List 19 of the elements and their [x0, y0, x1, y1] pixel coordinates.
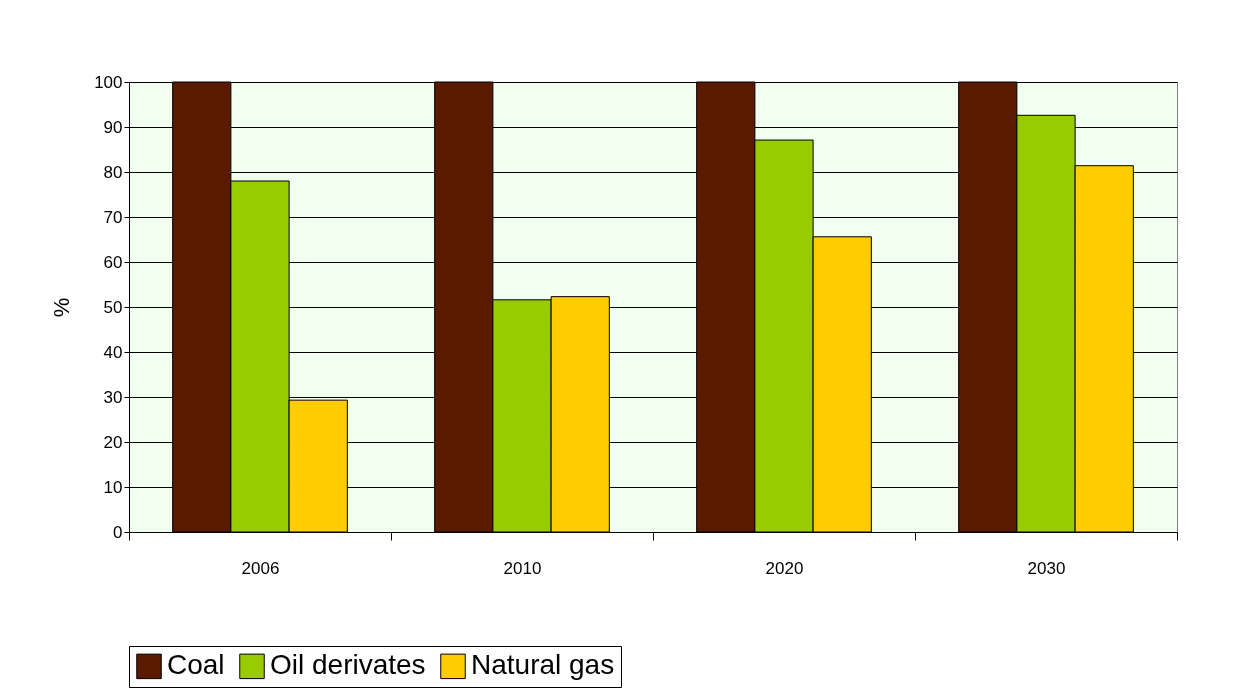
y-tick-label: 60: [103, 252, 123, 272]
y-tick-label: 20: [103, 432, 123, 452]
x-tick-label: 2006: [241, 558, 280, 578]
x-tick-label: 2020: [765, 558, 804, 578]
y-tick-label: 10: [103, 477, 123, 497]
y-tick-label: 80: [103, 162, 123, 182]
y-tick-label: 70: [103, 207, 123, 227]
legend-label: Coal: [167, 649, 225, 681]
y-tick-label: 50: [103, 297, 123, 317]
y-tick-label: 0: [113, 522, 123, 542]
legend-label: Natural gas: [471, 649, 615, 681]
x-tick-label: 2030: [1027, 558, 1066, 578]
y-axis-title: %: [49, 297, 75, 318]
y-tick-label: 100: [94, 72, 123, 92]
y-tick-label: 30: [103, 387, 123, 407]
x-tick-label: 2010: [503, 558, 542, 578]
y-tick-label: 40: [103, 342, 123, 362]
legend-label: Oil derivates: [270, 649, 426, 681]
y-tick-label: 90: [103, 117, 123, 137]
